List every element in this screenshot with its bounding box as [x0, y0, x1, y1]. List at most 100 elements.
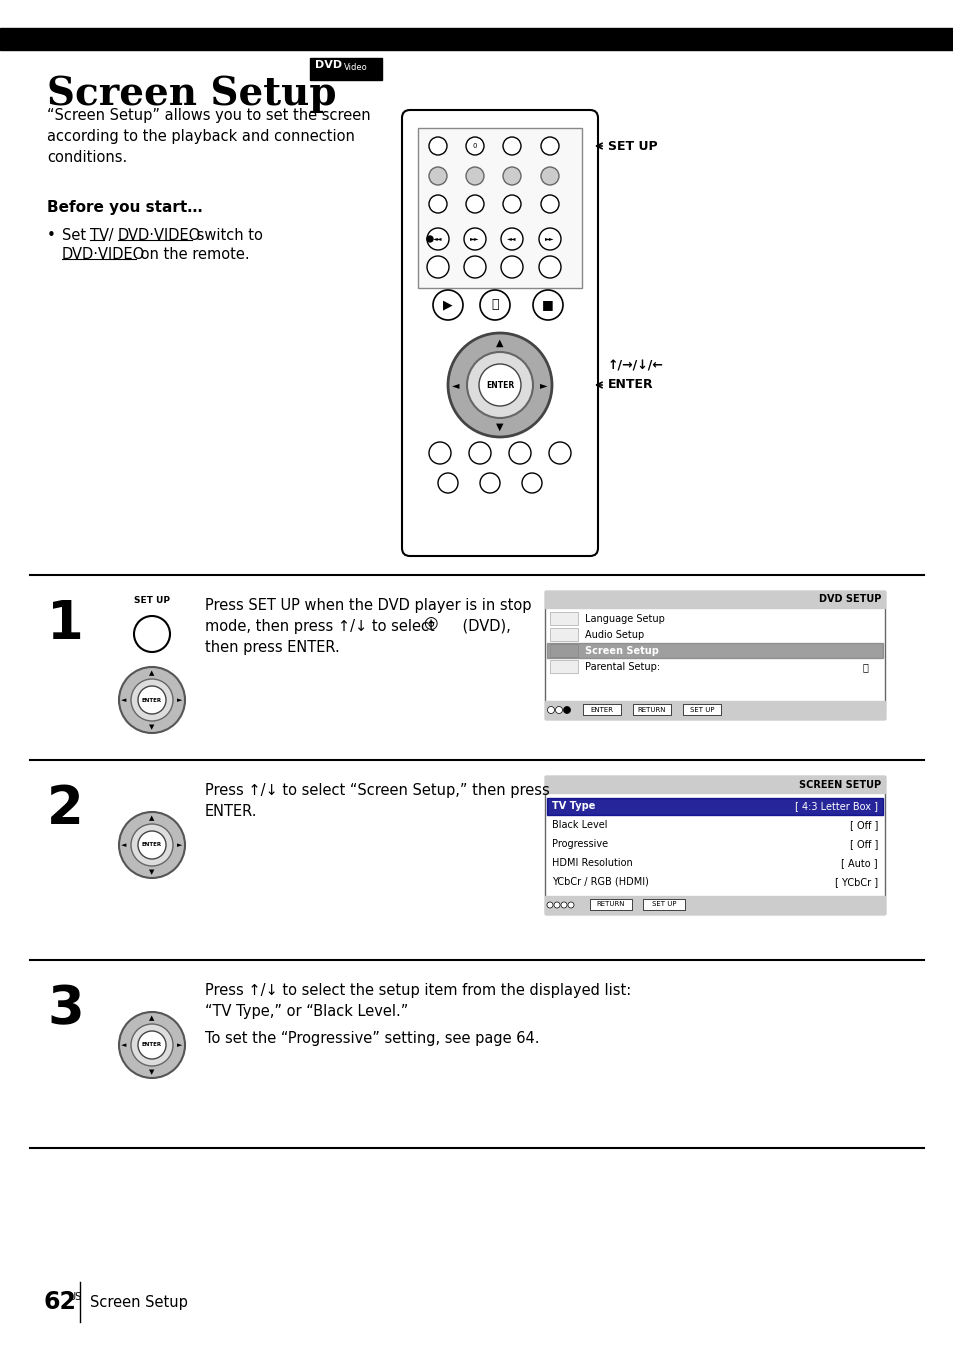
Text: ►: ► — [177, 1042, 182, 1048]
Text: Language Setup: Language Setup — [584, 614, 664, 625]
Text: ◄: ◄ — [121, 698, 127, 703]
Bar — [544, 591, 884, 719]
Text: RETURN: RETURN — [638, 707, 665, 713]
Circle shape — [467, 352, 533, 418]
Circle shape — [548, 442, 571, 464]
Text: 1: 1 — [47, 598, 84, 650]
Circle shape — [540, 168, 558, 185]
Bar — [417, 128, 581, 288]
Circle shape — [427, 237, 433, 242]
Text: Press ↑/↓ to select “Screen Setup,” then press
ENTER.: Press ↑/↓ to select “Screen Setup,” then… — [205, 783, 549, 819]
Text: DVD SETUP: DVD SETUP — [818, 595, 880, 604]
Text: Screen Setup: Screen Setup — [584, 646, 659, 656]
Text: Screen Setup: Screen Setup — [90, 1294, 188, 1310]
Circle shape — [131, 1023, 172, 1065]
Text: Screen Setup: Screen Setup — [47, 74, 336, 114]
Circle shape — [427, 256, 449, 279]
Text: ▲: ▲ — [496, 338, 503, 347]
Bar — [544, 591, 884, 608]
Circle shape — [429, 168, 447, 185]
Circle shape — [138, 1032, 166, 1059]
Circle shape — [429, 137, 447, 155]
Text: “Screen Setup” allows you to set the screen
according to the playback and connec: “Screen Setup” allows you to set the scr… — [47, 108, 370, 165]
Text: [ 4:3 Letter Box ]: [ 4:3 Letter Box ] — [794, 800, 877, 811]
Bar — [550, 644, 578, 657]
Text: ENTER: ENTER — [590, 707, 613, 713]
Bar — [582, 704, 620, 715]
Circle shape — [521, 473, 541, 493]
Circle shape — [138, 831, 166, 859]
Circle shape — [563, 707, 570, 714]
Text: ▼: ▼ — [150, 869, 154, 875]
Circle shape — [554, 902, 559, 909]
Text: switch to: switch to — [192, 228, 263, 243]
Text: [ Off ]: [ Off ] — [849, 821, 877, 830]
Text: ▼: ▼ — [150, 725, 154, 730]
Text: ENTER: ENTER — [485, 380, 514, 389]
Text: ◎: ◎ — [422, 614, 436, 631]
Circle shape — [131, 823, 172, 867]
Circle shape — [437, 473, 457, 493]
Circle shape — [540, 195, 558, 214]
Circle shape — [500, 256, 522, 279]
Text: ▲: ▲ — [150, 671, 154, 676]
Circle shape — [567, 902, 574, 909]
Text: •: • — [47, 228, 56, 243]
Text: Set: Set — [62, 228, 91, 243]
Text: DVD·VIDEO: DVD·VIDEO — [118, 228, 201, 243]
Circle shape — [502, 195, 520, 214]
Text: ◄◄: ◄◄ — [433, 237, 442, 242]
Text: DVD·VIDEO: DVD·VIDEO — [62, 247, 145, 262]
Text: ►►: ►► — [545, 237, 554, 242]
Text: SCREEN SETUP: SCREEN SETUP — [798, 780, 880, 790]
Circle shape — [429, 442, 451, 464]
Text: Black Level: Black Level — [552, 821, 607, 830]
Text: ◄: ◄ — [121, 842, 127, 848]
Text: DVD: DVD — [314, 59, 342, 70]
Text: ►: ► — [539, 380, 547, 389]
Circle shape — [538, 256, 560, 279]
Circle shape — [465, 168, 483, 185]
Text: ■: ■ — [541, 299, 554, 311]
Text: ENTER: ENTER — [142, 698, 162, 703]
Bar — [310, 58, 381, 80]
Text: /: / — [104, 228, 118, 243]
Circle shape — [540, 137, 558, 155]
Text: ⚿: ⚿ — [862, 662, 867, 672]
Text: Press SET UP when the DVD player is in stop
mode, then press ↑/↓ to select      : Press SET UP when the DVD player is in s… — [205, 598, 531, 654]
Circle shape — [119, 813, 185, 877]
Text: ▶: ▶ — [443, 299, 453, 311]
Bar — [0, 28, 953, 50]
Text: ENTER: ENTER — [142, 1042, 162, 1048]
Circle shape — [433, 289, 462, 320]
Circle shape — [502, 137, 520, 155]
Circle shape — [429, 195, 447, 214]
Text: ENTER: ENTER — [142, 842, 162, 848]
Text: [ Auto ]: [ Auto ] — [841, 859, 877, 868]
Text: Video: Video — [344, 62, 367, 72]
Text: Press ↑/↓ to select the setup item from the displayed list:
“TV Type,” or “Black: Press ↑/↓ to select the setup item from … — [205, 983, 631, 1019]
Text: ▼: ▼ — [150, 1069, 154, 1075]
Text: ◄: ◄ — [121, 1042, 127, 1048]
Circle shape — [547, 707, 554, 714]
Circle shape — [138, 685, 166, 714]
Bar — [546, 644, 882, 658]
Circle shape — [479, 473, 499, 493]
Text: ►►: ►► — [470, 237, 479, 242]
Circle shape — [502, 168, 520, 185]
Bar — [682, 704, 720, 715]
Text: Audio Setup: Audio Setup — [584, 630, 643, 639]
Text: SET UP: SET UP — [607, 139, 657, 153]
Circle shape — [479, 289, 510, 320]
Bar — [589, 899, 631, 910]
Bar — [642, 899, 684, 910]
Circle shape — [119, 667, 185, 733]
Text: ⏸: ⏸ — [491, 299, 498, 311]
Text: [ YCbCr ]: [ YCbCr ] — [834, 877, 877, 887]
Circle shape — [469, 442, 491, 464]
Bar — [544, 776, 884, 794]
Text: ▼: ▼ — [496, 422, 503, 433]
Text: 0: 0 — [473, 143, 476, 149]
Text: ◄: ◄ — [452, 380, 459, 389]
Text: ►: ► — [177, 842, 182, 848]
